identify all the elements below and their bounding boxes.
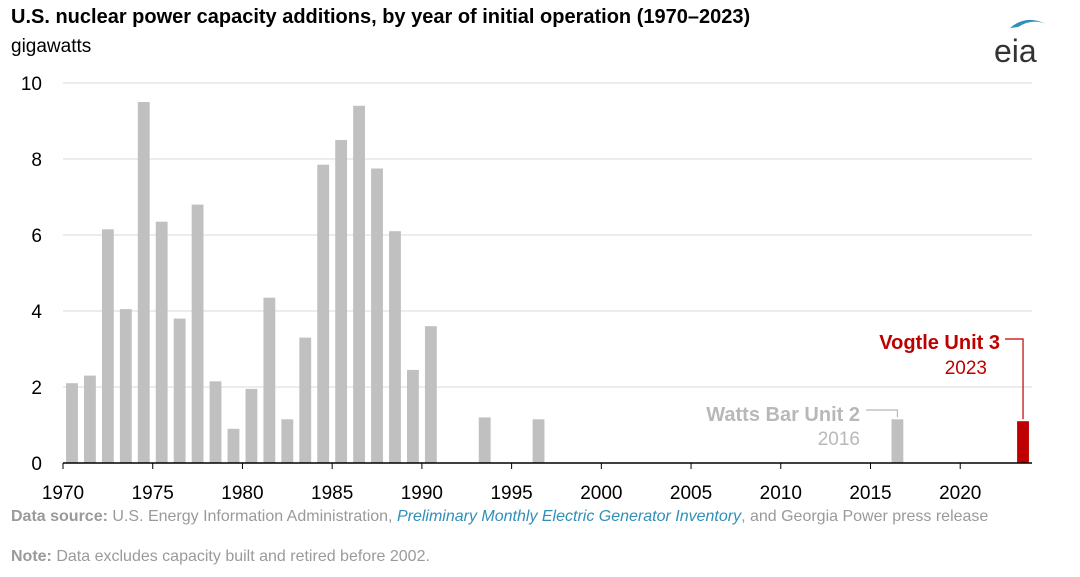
bar-1970 (66, 383, 78, 463)
bar-1979 (227, 428, 240, 463)
bar-2016 (891, 419, 904, 463)
bar-1972 (101, 229, 114, 463)
x-tick-label-1985: 1985 (311, 483, 353, 504)
bar-1977 (191, 204, 204, 463)
bar-1978 (209, 381, 222, 463)
bar-1990 (424, 326, 437, 463)
annotation-vogtle-name: Vogtle Unit 3 (879, 332, 1000, 354)
y-tick-label-6: 6 (31, 226, 42, 247)
y-tick-label-10: 10 (21, 74, 42, 95)
x-tick-label-2000: 2000 (580, 483, 622, 504)
note-line: Note: Data excludes capacity built and r… (11, 547, 430, 567)
y-tick-label-4: 4 (31, 302, 42, 323)
x-tick-label-2010: 2010 (760, 483, 802, 504)
bar-2023 (1017, 421, 1029, 463)
note-text: Data excludes capacity built and retired… (56, 548, 430, 565)
note-label: Note: (11, 548, 52, 565)
bar-1985 (335, 140, 348, 463)
annotation-watts-bar-year: 2016 (818, 429, 860, 450)
x-tick-label-1995: 1995 (490, 483, 532, 504)
bar-1989 (406, 369, 419, 463)
annotation-vogtle-leader (1005, 338, 1024, 420)
bar-1976 (173, 318, 186, 463)
x-tick-label-1970: 1970 (42, 483, 84, 504)
gridlines (63, 82, 1032, 388)
bar-1981 (263, 297, 276, 463)
y-axis-tick-labels: 0 2 4 6 8 10 (21, 74, 43, 475)
annotations: Watts Bar Unit 2 2016 Vogtle Unit 3 2023 (706, 332, 1024, 450)
eia-logo: eia (992, 14, 1052, 71)
chart-title: U.S. nuclear power capacity additions, b… (11, 6, 751, 28)
y-tick-label-8: 8 (31, 150, 42, 171)
bar-1987 (371, 168, 383, 463)
x-tick-label-1990: 1990 (401, 483, 443, 504)
bar-1982 (281, 419, 294, 463)
x-tick-label-2015: 2015 (849, 483, 891, 504)
x-axis (62, 462, 1032, 469)
generator-inventory-link[interactable]: Preliminary Monthly Electric Generator I… (396, 508, 742, 525)
bar-1984 (317, 164, 330, 463)
y-tick-label-0: 0 (31, 454, 42, 475)
bar-1973 (119, 309, 132, 463)
data-source-text-1: U.S. Energy Information Administration, (112, 508, 393, 525)
bars (66, 102, 1029, 464)
y-tick-label-2: 2 (31, 378, 42, 399)
bar-1975 (155, 221, 168, 463)
bar-chart: 0 2 4 6 8 10 1970 1975 1980 1985 1990 1995 2000 2005… (21, 74, 1032, 504)
data-source-line: Data source: U.S. Energy Information Adm… (11, 507, 1071, 527)
eia-logo-icon: eia (994, 19, 1046, 69)
x-tick-label-1980: 1980 (221, 483, 263, 504)
annotation-watts-bar-name: Watts Bar Unit 2 (706, 404, 860, 426)
annotation-watts-bar-leader (866, 409, 899, 418)
x-axis-tick-labels: 1970 1975 1980 1985 1990 1995 2000 2005 2010 2015… (42, 483, 982, 504)
footer: Data source: U.S. Energy Information Adm… (11, 507, 1071, 565)
bar-1971 (83, 375, 96, 463)
eia-logo-text: eia (994, 33, 1037, 66)
data-source-text-2: , and Georgia Power press release (741, 508, 989, 525)
x-tick-label-2020: 2020 (939, 483, 981, 504)
bar-1986 (353, 105, 366, 464)
bar-1988 (389, 231, 401, 463)
bar-1974 (137, 102, 150, 463)
y-axis-unit-label: gigawatts (11, 36, 92, 57)
annotation-vogtle-year: 2023 (945, 358, 987, 379)
bar-1993 (478, 417, 491, 463)
bar-1996 (532, 419, 545, 463)
bar-1980 (245, 388, 258, 463)
x-tick-label-2005: 2005 (670, 483, 712, 504)
x-tick-label-1975: 1975 (132, 483, 174, 504)
data-source-label: Data source: (11, 508, 108, 525)
bar-1983 (299, 337, 312, 463)
